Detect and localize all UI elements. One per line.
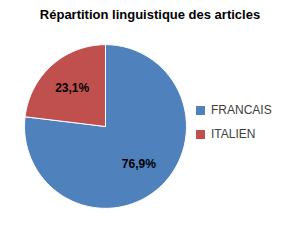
html-text:FRANCAIS: FRANCAIS [211, 103, 272, 117]
html-text:Répartition linguistique des a: Répartition linguistique des articles [39, 7, 261, 22]
svg-text:23,1%: 23,1% [55, 81, 89, 95]
html-text:ITALIEN: ITALIEN [211, 127, 256, 141]
svg-text:76,9%: 76,9% [122, 157, 156, 171]
